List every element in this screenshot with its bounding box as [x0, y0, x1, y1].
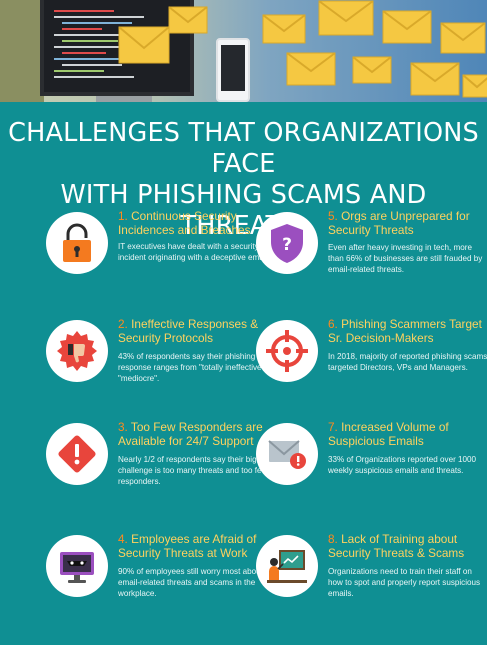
item-title-text: Orgs are Unprepared for Security Threats	[328, 209, 470, 237]
item-description: IT executives have dealt with a security…	[118, 242, 270, 262]
item-title-text: Phishing Scammers Target Sr. Decision-Ma…	[328, 317, 482, 345]
challenge-item-5: ? 5. Orgs are Unprepared for Security Th…	[256, 209, 487, 322]
item-description: 43% of respondents say their phishing re…	[118, 352, 274, 383]
crosshair-icon	[266, 330, 308, 372]
shield-question-icon: ?	[271, 224, 303, 263]
icon-circle: ?	[256, 212, 318, 274]
envelope-icon	[118, 26, 170, 64]
item-title: 4. Employees are Afraid of Security Thre…	[118, 532, 278, 560]
item-number: 1.	[118, 209, 128, 223]
wall-panel	[0, 0, 44, 102]
email-alert-icon	[268, 440, 306, 469]
svg-text:?: ?	[282, 235, 292, 255]
item-title-text: Too Few Responders are Available for 24/…	[118, 420, 263, 448]
presentation-board-icon	[267, 550, 307, 583]
envelope-icon	[286, 52, 336, 86]
item-description: 90% of employees still worry most about …	[118, 567, 263, 598]
envelope-icon	[462, 74, 487, 98]
item-number: 5.	[328, 209, 338, 223]
envelope-icon	[168, 6, 208, 34]
icon-circle	[256, 535, 318, 597]
icon-circle	[46, 535, 108, 597]
item-number: 8.	[328, 532, 338, 546]
item-description: Nearly 1/2 of respondents say their bigg…	[118, 455, 272, 486]
item-title-text: Ineffective Responses & Security Protoco…	[118, 317, 259, 345]
hacker-monitor-icon	[60, 552, 94, 583]
envelope-icon	[318, 0, 374, 36]
challenge-item-1: 1. Continuous Security Incidences and Br…	[46, 209, 278, 322]
icon-circle	[46, 320, 108, 382]
item-number: 3.	[118, 420, 128, 434]
item-title-text: Lack of Training about Security Threats …	[328, 532, 465, 560]
hero-image	[0, 0, 487, 102]
smartphone	[216, 38, 250, 102]
challenge-item-4: 4. Employees are Afraid of Security Thre…	[46, 532, 278, 645]
envelope-icon	[262, 14, 306, 44]
challenge-item-6: 6. Phishing Scammers Target Sr. Decision…	[256, 317, 487, 430]
item-title: 7. Increased Volume of Suspicious Emails	[328, 420, 487, 448]
icon-circle	[46, 423, 108, 485]
item-number: 2.	[118, 317, 128, 331]
item-description: In 2018, majority of reported phishing s…	[328, 352, 487, 372]
envelope-icon	[382, 10, 432, 44]
envelope-icon	[440, 22, 486, 54]
item-description: Organizations need to train their staff …	[328, 567, 481, 598]
icon-circle	[46, 212, 108, 274]
title-line-1: CHALLENGES THAT ORGANIZATIONS FACE	[8, 118, 479, 179]
challenge-item-3: 3. Too Few Responders are Available for …	[46, 420, 278, 533]
warning-icon	[58, 435, 96, 473]
item-description: 33% of Organizations reported over 1000 …	[328, 455, 477, 475]
item-title: 8. Lack of Training about Security Threa…	[328, 532, 487, 560]
padlock-icon	[63, 223, 91, 262]
item-title: 5. Orgs are Unprepared for Security Thre…	[328, 209, 487, 237]
challenge-item-7: 7. Increased Volume of Suspicious Emails…	[256, 420, 487, 533]
item-number: 4.	[118, 532, 128, 546]
envelope-icon	[410, 62, 460, 96]
item-title: 1. Continuous Security Incidences and Br…	[118, 209, 278, 237]
item-description: Even after heavy investing in tech, more…	[328, 243, 483, 274]
icon-circle	[256, 320, 318, 382]
thumbs-down-icon	[57, 331, 97, 371]
item-title: 6. Phishing Scammers Target Sr. Decision…	[328, 317, 487, 345]
envelope-icon	[352, 56, 392, 84]
item-title: 3. Too Few Responders are Available for …	[118, 420, 278, 448]
item-number: 7.	[328, 420, 338, 434]
item-number: 6.	[328, 317, 338, 331]
item-title-text: Increased Volume of Suspicious Emails	[328, 420, 449, 448]
item-title-text: Employees are Afraid of Security Threats…	[118, 532, 257, 560]
item-title-text: Continuous Security Incidences and Breac…	[118, 209, 251, 237]
icon-circle	[256, 423, 318, 485]
challenge-item-2: 2. Ineffective Responses & Security Prot…	[46, 317, 278, 430]
challenge-item-8: 8. Lack of Training about Security Threa…	[256, 532, 487, 645]
item-title: 2. Ineffective Responses & Security Prot…	[118, 317, 278, 345]
